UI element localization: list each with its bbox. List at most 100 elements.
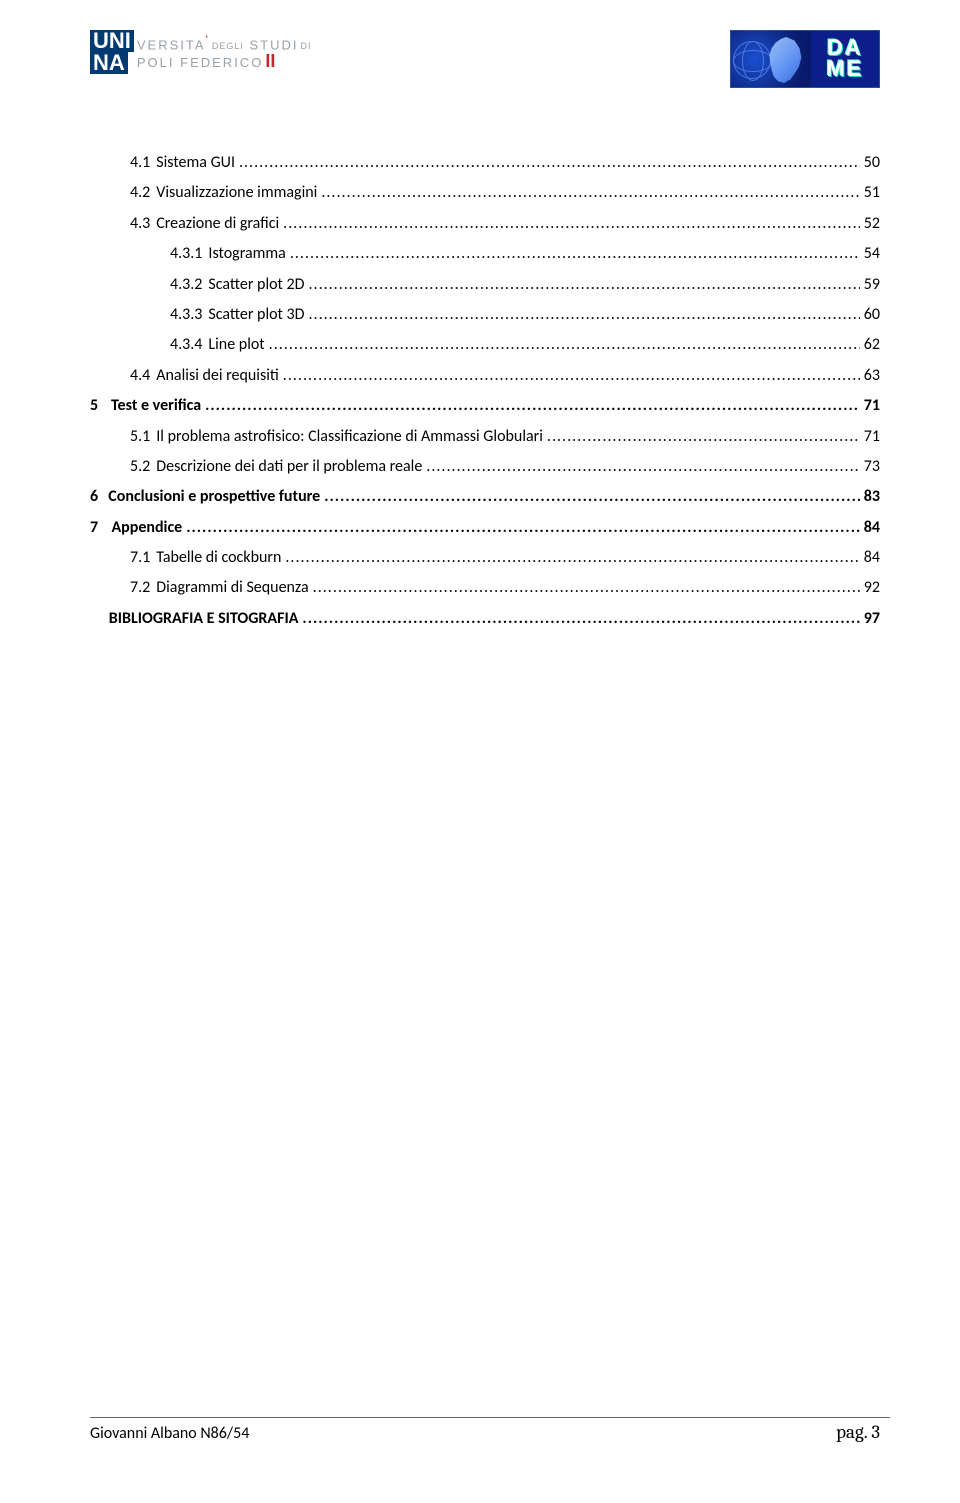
dame-logo: DA ME [730,30,880,88]
dame-text: DA ME [811,31,879,87]
logo-poli: POLI [137,55,175,70]
toc-number: 7 [90,513,105,543]
toc-title: Scatter plot 3D [208,300,304,330]
toc-number: 5 [90,391,105,421]
toc-number: 6 [90,482,102,512]
toc-page-number: 71 [864,422,880,452]
toc-leader-dots [313,573,860,603]
toc-title: Appendice [111,513,182,543]
toc-leader-dots [321,178,859,208]
toc-page-number: 54 [864,239,880,269]
toc-entry: 4.3.4Line plot 62 [90,330,880,360]
toc-leader-dots [285,543,859,573]
toc-title: Sistema GUI [156,148,235,178]
toc-leader-dots [283,209,860,239]
toc-page-number: 50 [864,148,880,178]
toc-entry: 4.4 Analisi dei requisiti 63 [90,361,880,391]
university-logo: UNI NA VERSITA'DEGLI STUDIDI POLI FEDERI… [90,30,350,88]
toc-entry: 7.1 Tabelle di cockburn 84 [90,543,880,573]
table-of-contents: 4.1 Sistema GUI 50 4.2 Visualizzazione immag… [90,148,880,634]
toc-leader-dots [308,270,859,300]
toc-page-number: 62 [864,330,880,360]
unina-text: VERSITA'DEGLI STUDIDI POLI FEDERICOII [137,34,312,71]
toc-entry: 5Test e verifica 71 [90,391,880,421]
toc-number: 4.2 [130,178,150,208]
toc-page-number: 73 [864,452,880,482]
toc-number: 5.2 [130,452,150,482]
unina-logo-icon: UNI NA VERSITA'DEGLI STUDIDI POLI FEDERI… [90,30,350,74]
footer: Giovanni Albano N86/54 pag. 3 [90,1417,880,1443]
toc-number: 5.1 [130,422,150,452]
toc-title: Descrizione dei dati per il problema rea… [156,452,422,482]
toc-page-number: 83 [864,482,880,512]
logo-versita: VERSITA [137,37,206,52]
toc-page-number: 71 [864,391,880,421]
toc-page-number: 51 [864,178,880,208]
dame-logo-icon: DA ME [730,30,880,88]
toc-number: 7.2 [130,573,150,603]
toc-leader-dots [426,452,860,482]
footer-author: Giovanni Albano N86/54 [90,1424,249,1443]
toc-entry: 4.3.3Scatter plot 3D 60 [90,300,880,330]
toc-leader-dots [239,148,860,178]
toc-entry: 6Conclusioni e prospettive future83 [90,482,880,512]
toc-page-number: 59 [864,270,880,300]
toc-leader-dots [308,300,859,330]
toc-page-number: 92 [864,573,880,603]
toc-page-number: 60 [864,300,880,330]
logo-studi: STUDI [250,37,299,52]
toc-entry: 4.3.1Istogramma54 [90,239,880,269]
toc-leader-dots [547,422,860,452]
toc-page-number: 97 [864,604,880,634]
logo-federico: FEDERICO [180,55,263,70]
toc-leader-dots [186,513,860,543]
logo-ii: II [265,51,275,71]
toc-number: 4.3.1 [170,239,202,269]
toc-number: 4.1 [130,148,150,178]
toc-entry: 7Appendice 84 [90,513,880,543]
toc-entry: 5.2 Descrizione dei dati per il problema … [90,452,880,482]
toc-number: 4.3 [130,209,150,239]
page: UNI NA VERSITA'DEGLI STUDIDI POLI FEDERI… [0,0,960,1503]
toc-page-number: 52 [864,209,880,239]
dame-head-icon [731,31,811,87]
toc-title: Line plot [208,330,264,360]
toc-leader-dots [269,330,860,360]
toc-title: BIBLIOGRAFIA E SITOGRAFIA [109,604,299,634]
toc-title: Test e verifica [111,391,201,421]
footer-row: Giovanni Albano N86/54 pag. 3 [90,1421,880,1443]
toc-number: 4.4 [130,361,150,391]
toc-title: Tabelle di cockburn [156,543,281,573]
footer-page: pag. 3 [836,1421,880,1443]
toc-entry: BIBLIOGRAFIA E SITOGRAFIA 97 [90,604,880,634]
logo-uni: UNI [90,30,134,52]
toc-leader-dots [290,239,860,269]
toc-entry: 7.2 Diagrammi di Sequenza 92 [90,573,880,603]
footer-divider [90,1417,890,1418]
toc-number: 7.1 [130,543,150,573]
toc-title: Il problema astrofisico: Classificazione… [156,422,543,452]
toc-entry: 4.3.2Scatter plot 2D59 [90,270,880,300]
toc-page-number: 84 [864,513,880,543]
toc-number: 4.3.3 [170,300,202,330]
toc-page-number: 63 [864,361,880,391]
logo-di: DI [301,41,312,51]
toc-page-number: 84 [864,543,880,573]
toc-leader-dots [302,604,859,634]
globe-icon [733,41,771,79]
toc-leader-dots [205,391,860,421]
toc-number: 4.3.2 [170,270,202,300]
toc-number: 4.3.4 [170,330,202,360]
toc-entry: 4.2 Visualizzazione immagini 51 [90,178,880,208]
dame-me: ME [827,59,864,80]
toc-leader-dots [324,482,860,512]
logo-degli: DEGLI [212,41,244,51]
logo-apostrophe: ' [206,33,210,47]
toc-title: Visualizzazione immagini [156,178,317,208]
toc-entry: 4.1 Sistema GUI 50 [90,148,880,178]
header: UNI NA VERSITA'DEGLI STUDIDI POLI FEDERI… [90,30,880,88]
toc-title: Analisi dei requisiti [156,361,279,391]
toc-entry: 4.3Creazione di grafici52 [90,209,880,239]
toc-title: Diagrammi di Sequenza [156,573,308,603]
unina-initials: UNI NA [90,30,134,74]
